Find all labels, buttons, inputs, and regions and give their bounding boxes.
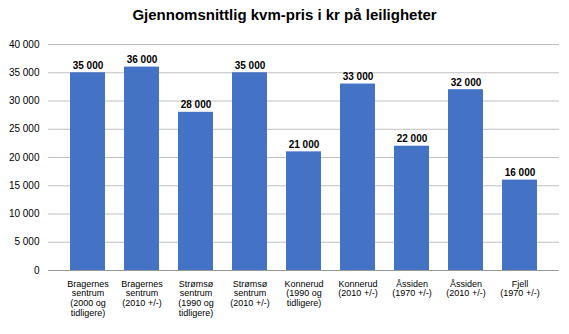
svg-text:22 000: 22 000 — [397, 133, 428, 144]
svg-text:Konnerud(2010 +/-): Konnerud(2010 +/-) — [338, 279, 377, 299]
svg-text:Strømsøsentrum(2010 +/-): Strømsøsentrum(2010 +/-) — [230, 279, 269, 309]
svg-text:15 000: 15 000 — [9, 180, 40, 191]
svg-text:21 000: 21 000 — [289, 139, 320, 150]
svg-text:Bragernessentrum(2000 ogtidlig: Bragernessentrum(2000 ogtidligere) — [67, 279, 109, 319]
svg-text:Konnerud(1990 ogtidligere): Konnerud(1990 ogtidligere) — [284, 279, 323, 309]
svg-text:16 000: 16 000 — [505, 167, 536, 178]
svg-text:35 000: 35 000 — [235, 60, 266, 71]
svg-text:Strømsøsentrum(1990 ogtidliger: Strømsøsentrum(1990 ogtidligere) — [178, 279, 214, 319]
svg-text:10 000: 10 000 — [9, 208, 40, 219]
svg-text:28 000: 28 000 — [181, 99, 212, 110]
svg-text:Åssiden(2010 +/-): Åssiden(2010 +/-) — [446, 279, 485, 299]
svg-text:20 000: 20 000 — [9, 152, 40, 163]
svg-text:Bragernessentrum(2010 +/-): Bragernessentrum(2010 +/-) — [121, 279, 163, 309]
svg-text:33 000: 33 000 — [343, 71, 374, 82]
svg-text:36 000: 36 000 — [127, 54, 158, 65]
svg-text:0: 0 — [34, 265, 40, 276]
html-text:Gjennomsnittlig kvm-pris i kr: Gjennomsnittlig kvm-pris i kr på leiligh… — [132, 6, 437, 23]
svg-text:25 000: 25 000 — [9, 123, 40, 134]
svg-text:30 000: 30 000 — [9, 95, 40, 106]
svg-text:35 000: 35 000 — [9, 67, 40, 78]
svg-text:40 000: 40 000 — [9, 39, 40, 50]
svg-text:32 000: 32 000 — [451, 77, 482, 88]
svg-text:Åssiden(1970 +/-): Åssiden(1970 +/-) — [392, 279, 431, 299]
svg-text:Fjell(1970 +/-): Fjell(1970 +/-) — [500, 279, 539, 299]
svg-text:35 000: 35 000 — [73, 60, 104, 71]
svg-text:5 000: 5 000 — [14, 236, 39, 247]
